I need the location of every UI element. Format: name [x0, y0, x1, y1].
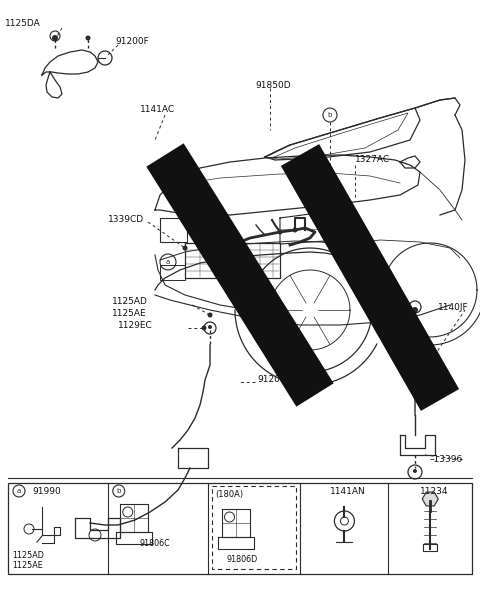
- Text: 91806D: 91806D: [227, 554, 258, 564]
- Text: b: b: [117, 488, 121, 494]
- Text: 1129EC: 1129EC: [118, 322, 153, 330]
- Circle shape: [207, 313, 213, 317]
- Polygon shape: [422, 492, 438, 506]
- Text: 1125AD: 1125AD: [12, 551, 44, 560]
- Circle shape: [412, 307, 418, 313]
- Text: 91200T: 91200T: [257, 376, 291, 385]
- Text: 1140JF: 1140JF: [438, 303, 468, 313]
- Circle shape: [52, 35, 58, 41]
- Text: 91850D: 91850D: [255, 81, 290, 90]
- Text: a: a: [17, 488, 21, 494]
- Circle shape: [182, 246, 188, 250]
- Text: 1339CD: 1339CD: [108, 216, 144, 224]
- Circle shape: [202, 326, 206, 330]
- Text: 1125DA: 1125DA: [5, 19, 41, 28]
- Circle shape: [85, 35, 91, 41]
- Circle shape: [277, 230, 283, 234]
- Text: 1141AC: 1141AC: [140, 105, 175, 114]
- Bar: [8, 483, 472, 574]
- Polygon shape: [146, 143, 334, 406]
- Polygon shape: [281, 144, 459, 411]
- Circle shape: [208, 325, 212, 329]
- Text: b: b: [328, 112, 332, 118]
- Text: –13396: –13396: [430, 455, 463, 465]
- Text: 1125AD: 1125AD: [112, 297, 148, 306]
- Text: 11234: 11234: [420, 487, 449, 495]
- Text: 91990: 91990: [32, 487, 61, 495]
- Text: 1141AN: 1141AN: [330, 487, 366, 495]
- Text: 1327AC: 1327AC: [355, 155, 390, 164]
- Text: 91200F: 91200F: [115, 38, 149, 47]
- Circle shape: [292, 227, 298, 233]
- Circle shape: [413, 469, 417, 473]
- Text: (180A): (180A): [216, 489, 244, 498]
- Text: 1125AE: 1125AE: [112, 309, 146, 319]
- Text: 91806C: 91806C: [140, 540, 170, 548]
- Bar: [212, 486, 296, 569]
- Text: a: a: [166, 259, 170, 265]
- Text: 1125AE: 1125AE: [12, 561, 43, 570]
